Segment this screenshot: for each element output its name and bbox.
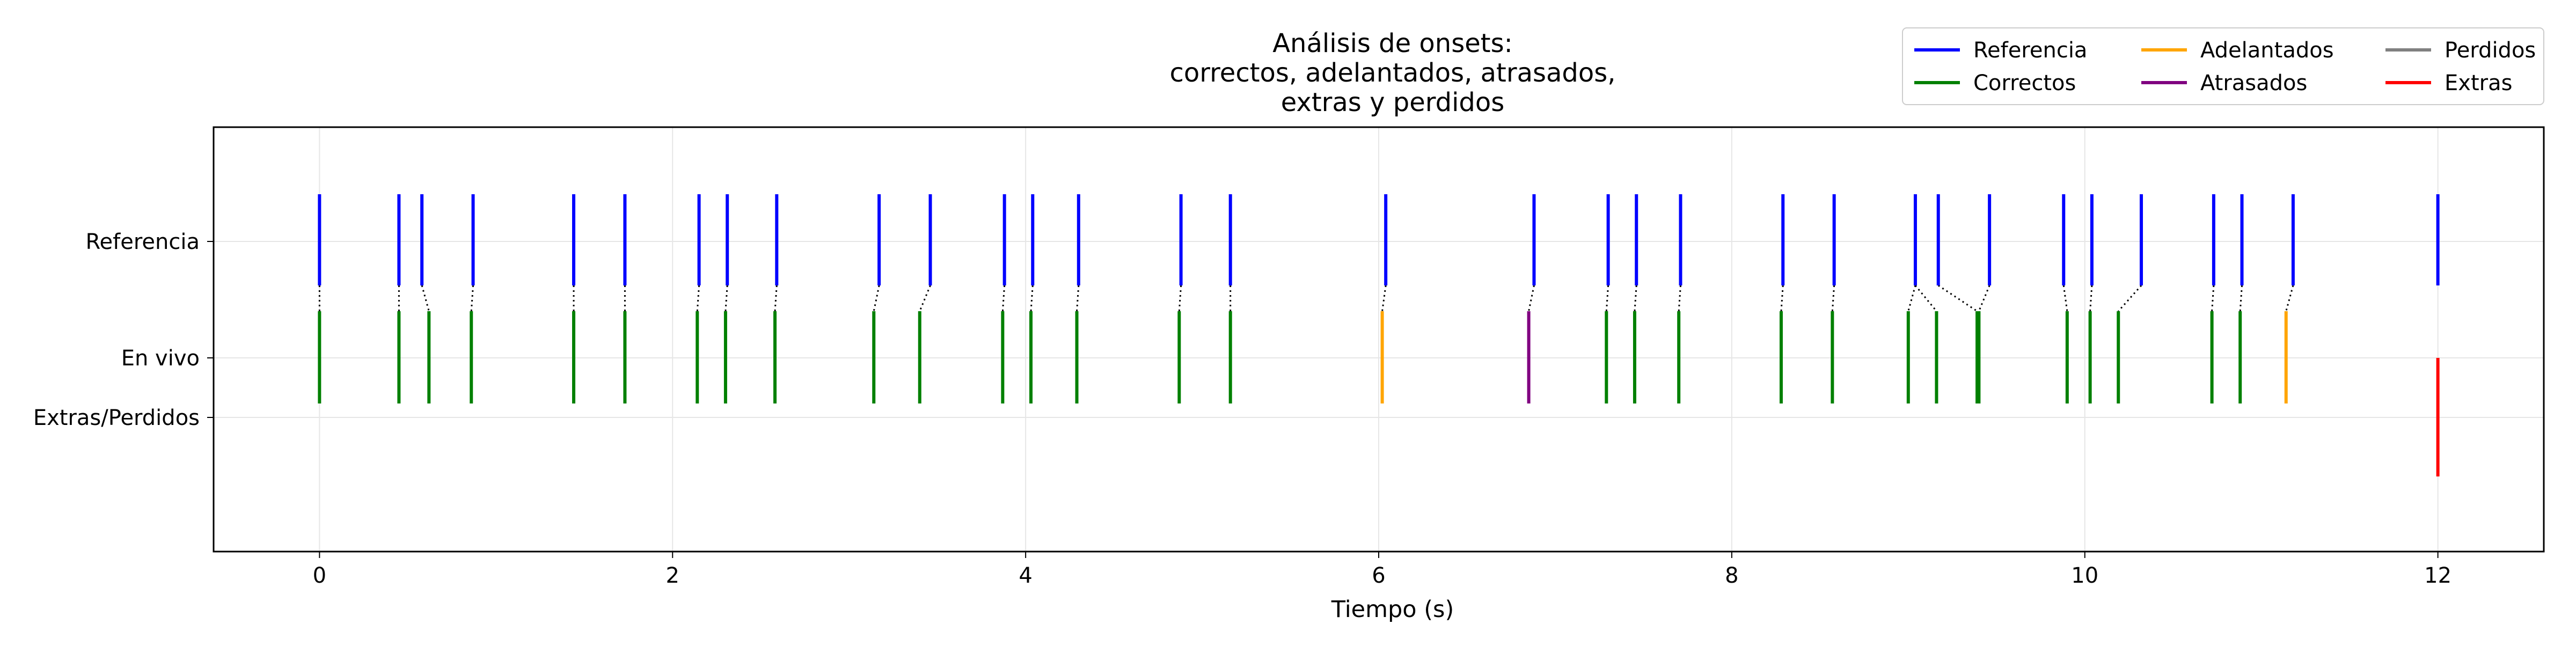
axis-ticks: 0 2 4 6 8 10 12 Referencia En vivo Extras/Perdido… <box>33 230 2451 588</box>
x-tick-label: 12 <box>2424 563 2451 588</box>
match-line <box>2118 285 2142 312</box>
x-tick-label: 0 <box>313 563 326 588</box>
legend-label: Adelantados <box>2200 38 2334 63</box>
x-tick-label: 6 <box>1372 563 1385 588</box>
x-tick-label: 8 <box>1725 563 1738 588</box>
legend-label: Correctos <box>1973 71 2076 96</box>
chart-title-line-2: correctos, adelantados, atrasados, <box>1169 58 1615 88</box>
event-marks <box>318 194 2440 476</box>
legend-frame <box>1902 27 2544 105</box>
chart-title-line-3: extras y perdidos <box>1281 87 1505 118</box>
chart-title-line-1: Análisis de onsets: <box>1272 28 1513 58</box>
y-tick-label: Extras/Perdidos <box>33 406 200 430</box>
legend-label: Referencia <box>1973 38 2087 63</box>
x-tick-label: 4 <box>1019 563 1032 588</box>
y-tick-label: En vivo <box>121 346 200 371</box>
x-tick-label: 2 <box>666 563 679 588</box>
y-tick-label: Referencia <box>86 230 200 254</box>
plot-frame <box>213 126 2545 553</box>
legend: Referencia Correctos Adelantados Atrasados P… <box>1902 27 2544 105</box>
legend-label: Extras <box>2445 71 2512 96</box>
match-lines <box>318 284 2294 312</box>
legend-label: Perdidos <box>2445 38 2536 63</box>
chart-title: Análisis de onsets: correctos, adelantad… <box>1169 28 1615 118</box>
match-line <box>1937 284 1978 312</box>
x-axis-label: Tiempo (s) <box>1331 596 1454 623</box>
x-tick-label: 10 <box>2071 563 2098 588</box>
legend-label: Atrasados <box>2200 71 2307 96</box>
match-line <box>1914 285 1937 312</box>
